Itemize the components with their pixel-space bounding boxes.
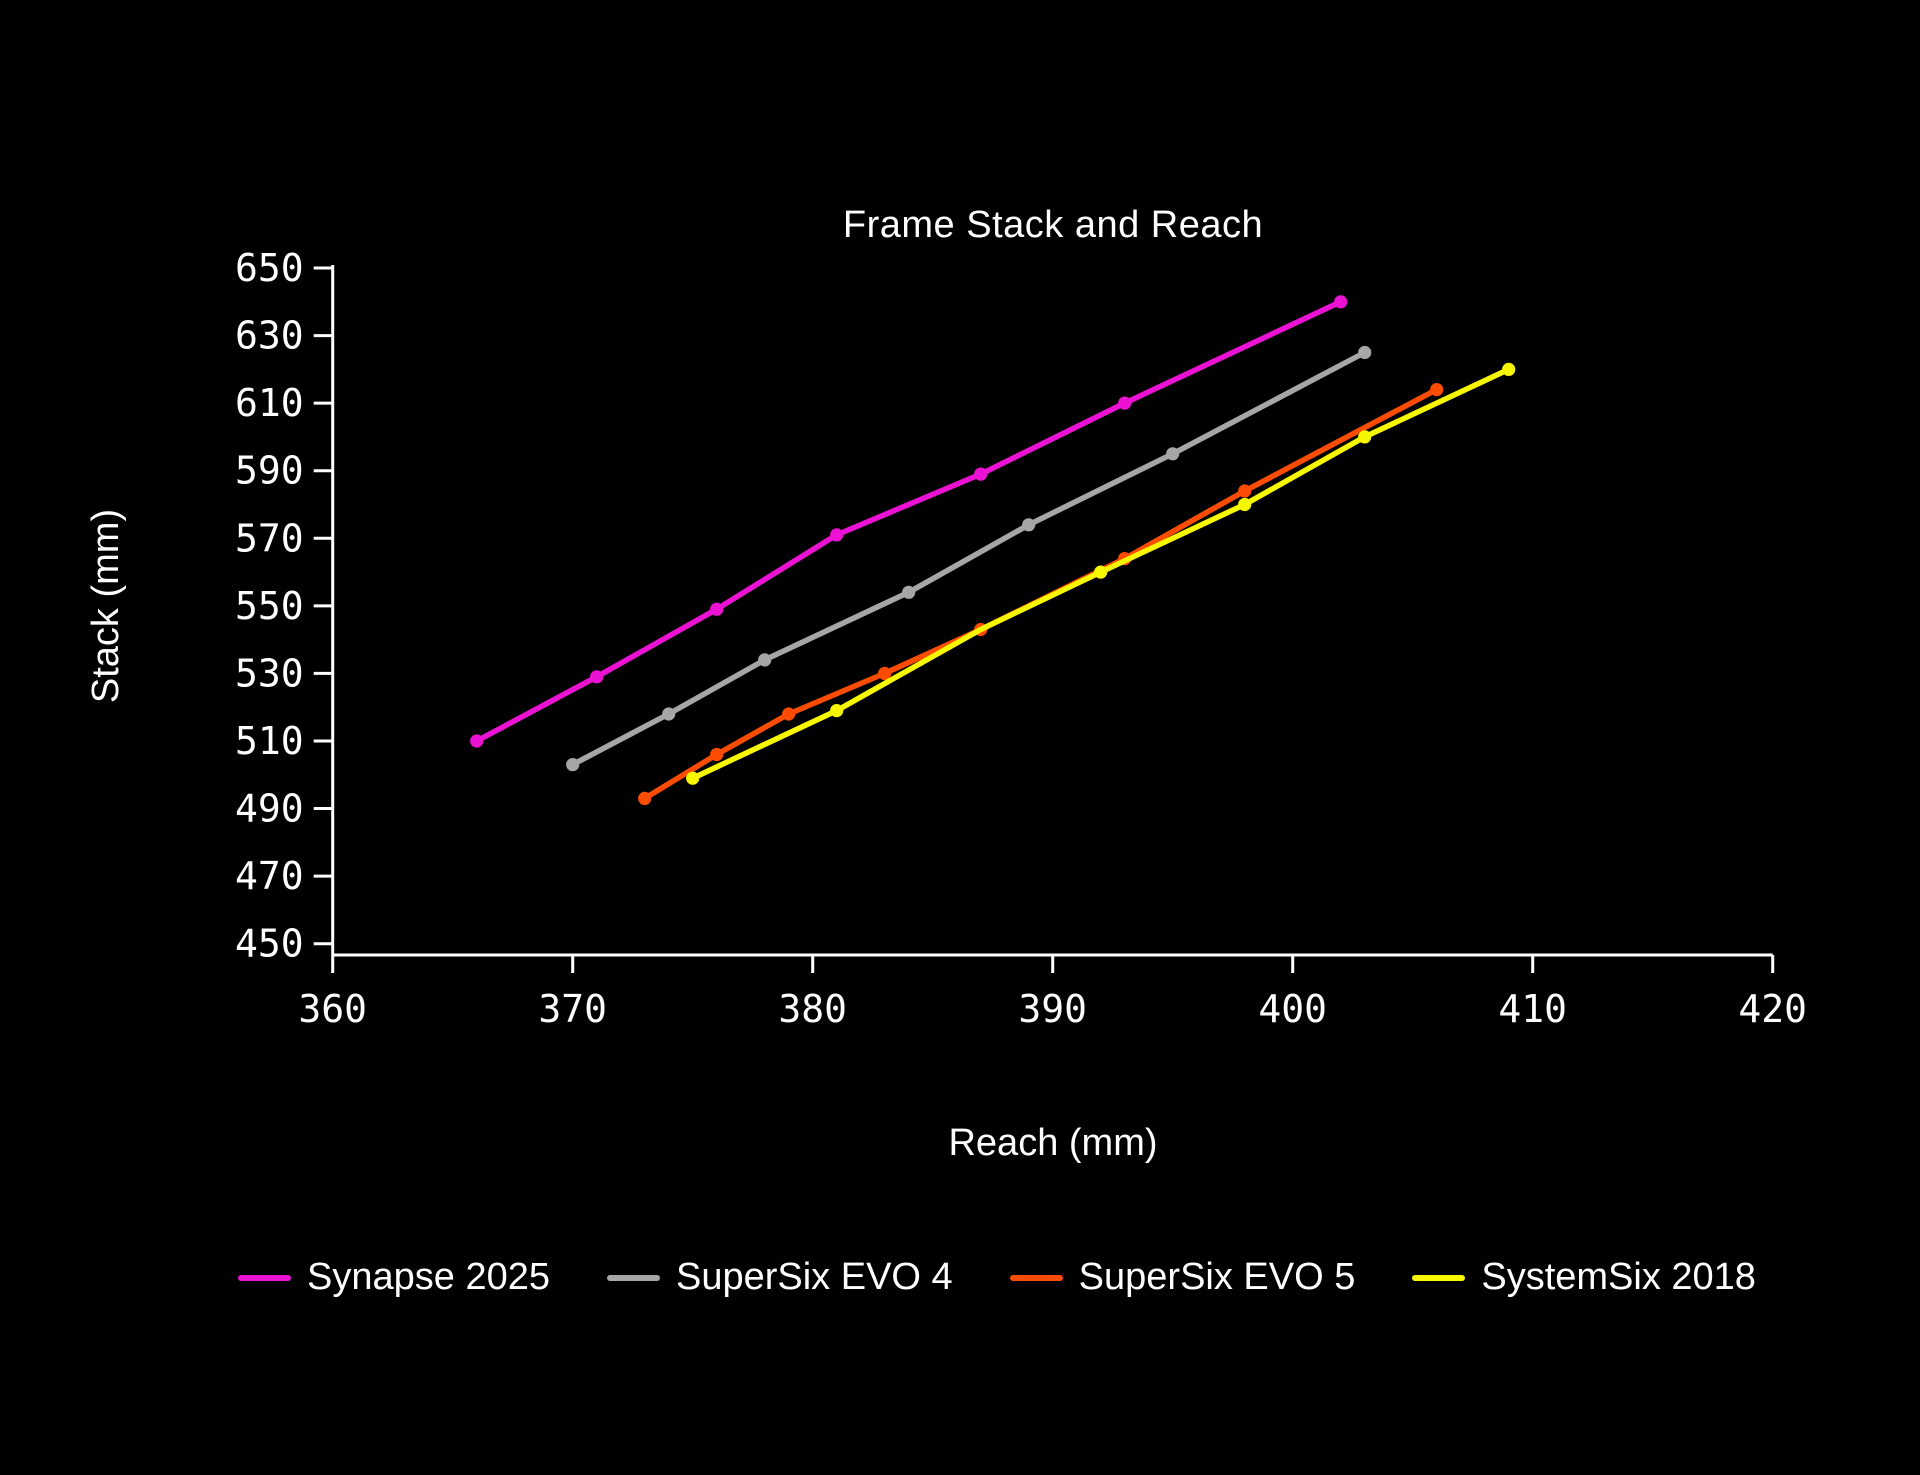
data-point-supersix-evo-5 [638,791,652,806]
x-tick-label: 360 [298,987,367,1031]
data-point-supersix-evo-4 [566,758,580,772]
y-tick-label: 490 [235,787,304,831]
x-axis-title: Reach (mm) [948,1122,1158,1164]
data-point-systemsix-2018 [830,704,844,718]
y-tick-label: 570 [235,516,304,560]
x-tick-label: 420 [1738,987,1807,1031]
legend-label: SuperSix EVO 5 [1078,1256,1356,1298]
data-point-systemsix-2018 [1502,362,1516,376]
x-tick-label: 410 [1498,987,1567,1031]
y-tick-label: 550 [235,584,304,628]
data-point-synapse-2025 [470,734,484,748]
series-line-supersix-evo-4 [569,349,1368,768]
legend-label: SuperSix EVO 4 [675,1256,953,1298]
data-point-supersix-evo-5 [782,707,796,721]
y-tick-label: 530 [235,651,304,695]
data-point-supersix-evo-4 [1358,345,1372,360]
legend-item-synapse-2025[interactable]: Synapse 2025 [238,1256,550,1299]
data-point-systemsix-2018 [1358,430,1372,444]
data-point-synapse-2025 [974,467,988,481]
data-point-supersix-evo-4 [1166,447,1180,461]
legend-swatch-synapse-2025 [238,1274,291,1281]
y-tick-label: 590 [235,449,304,493]
x-tick-label: 370 [538,987,607,1031]
series-line-supersix-evo-5 [641,386,1440,802]
data-point-supersix-evo-5 [1430,383,1444,397]
data-point-synapse-2025 [590,670,604,684]
data-point-synapse-2025 [1118,396,1132,410]
legend: Synapse 2025 SuperSix EVO 4 SuperSix EVO 5… [238,1256,1756,1299]
legend-swatch-systemsix-2018 [1412,1274,1466,1281]
y-tick-label: 630 [235,314,304,358]
legend-item-supersix-evo-4[interactable]: SuperSix EVO 4 [606,1256,953,1299]
y-tick-label: 470 [235,854,304,898]
data-point-supersix-evo-5 [1238,484,1252,498]
data-point-synapse-2025 [830,528,844,542]
data-point-supersix-evo-4 [662,707,676,721]
chart-title: Frame Stack and Reach [842,204,1264,246]
data-point-supersix-evo-5 [710,747,724,762]
y-axis-title: Stack (mm) [85,508,127,704]
legend-label: SystemSix 2018 [1481,1256,1756,1298]
y-tick-label: 650 [235,246,304,290]
legend-label: Synapse 2025 [307,1256,550,1298]
y-tick-label: 610 [235,381,304,425]
legend-swatch-supersix-evo-4 [606,1274,660,1281]
y-tick-label: 510 [235,719,304,763]
data-point-supersix-evo-4 [1022,518,1036,532]
x-tick-label: 400 [1258,987,1327,1031]
data-point-systemsix-2018 [1238,497,1252,512]
x-tick-label: 390 [1018,987,1087,1031]
y-tick-label: 450 [235,922,304,966]
x-tick-label: 380 [778,987,847,1031]
data-point-synapse-2025 [1334,295,1348,309]
data-point-systemsix-2018 [1094,565,1108,579]
data-point-supersix-evo-4 [758,653,772,667]
legend-swatch-supersix-evo-5 [1009,1274,1063,1281]
data-point-synapse-2025 [710,602,724,616]
data-point-systemsix-2018 [686,771,700,785]
legend-item-systemsix-2018[interactable]: SystemSix 2018 [1412,1256,1756,1299]
data-point-supersix-evo-4 [902,585,916,599]
legend-item-supersix-evo-5[interactable]: SuperSix EVO 5 [1009,1256,1356,1299]
data-point-supersix-evo-5 [878,666,892,681]
